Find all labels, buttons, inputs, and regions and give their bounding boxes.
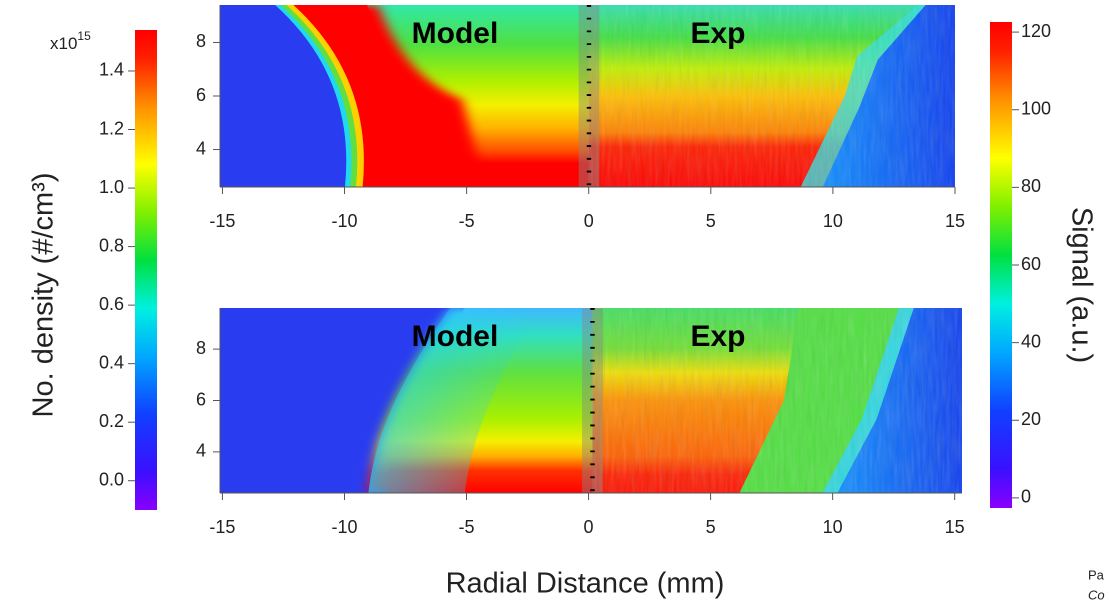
y-tick-label: 6 — [196, 85, 206, 105]
colorbar — [990, 22, 1012, 508]
x-axis-label: Radial Distance (mm) — [446, 568, 725, 600]
colorbar-label: Signal (a.u.) — [1065, 207, 1097, 363]
x-tick-label: 5 — [706, 517, 716, 537]
x-tick-label: -15 — [209, 211, 235, 231]
colorbar-tick-label: 120 — [1021, 21, 1051, 41]
annotation: Model — [412, 17, 499, 50]
y-tick-label: 8 — [196, 338, 206, 358]
annotation: Exp — [690, 320, 745, 353]
x-tick-label: 15 — [945, 517, 965, 537]
x-tick-label: 0 — [584, 211, 594, 231]
heatmap-image — [220, 308, 962, 493]
y-tick-label: 8 — [196, 31, 206, 51]
colorbar-label: No. density (#/cm³) — [28, 173, 60, 418]
colorbar-tick-label: 20 — [1021, 409, 1041, 429]
colorbar-tick-label: 0.6 — [99, 294, 124, 314]
x-tick-label: -5 — [459, 211, 475, 231]
x-tick-label: 5 — [706, 211, 716, 231]
colorbar-tick-label: 80 — [1021, 176, 1041, 196]
y-tick-label: 6 — [196, 389, 206, 409]
colorbar-tick-label: 1.2 — [99, 118, 124, 138]
x-tick-label: 15 — [945, 211, 965, 231]
colorbar-tick-label: 0.8 — [99, 235, 124, 255]
footnote: Pa — [1088, 567, 1105, 582]
colorbar-tick-label: 1.0 — [99, 177, 124, 197]
colorbar-tick-label: 0.0 — [99, 469, 124, 489]
x-tick-label: 0 — [584, 517, 594, 537]
x-tick-label: -10 — [332, 211, 358, 231]
heatmap-image — [220, 5, 955, 187]
x-tick-label: 10 — [823, 517, 843, 537]
footnote: Co — [1088, 587, 1105, 602]
colorbar-tick-label: 1.4 — [99, 60, 124, 80]
colorbar — [135, 30, 157, 510]
colorbar-tick-label: 40 — [1021, 331, 1041, 351]
x-tick-label: -10 — [331, 517, 357, 537]
annotation: Exp — [690, 17, 745, 50]
colorbar-multiplier: x1015 — [50, 29, 91, 53]
annotation: Model — [412, 320, 499, 353]
y-tick-label: 4 — [196, 138, 206, 158]
colorbar-tick-label: 100 — [1021, 98, 1051, 118]
x-tick-label: -5 — [459, 517, 475, 537]
colorbar-tick-label: 0.4 — [99, 352, 124, 372]
colorbar-tick-label: 0.2 — [99, 411, 124, 431]
colorbar-tick-label: 0 — [1021, 487, 1031, 507]
y-tick-label: 4 — [196, 441, 206, 461]
x-tick-label: -15 — [209, 517, 235, 537]
colorbar-tick-label: 60 — [1021, 254, 1041, 274]
x-tick-label: 10 — [823, 211, 843, 231]
